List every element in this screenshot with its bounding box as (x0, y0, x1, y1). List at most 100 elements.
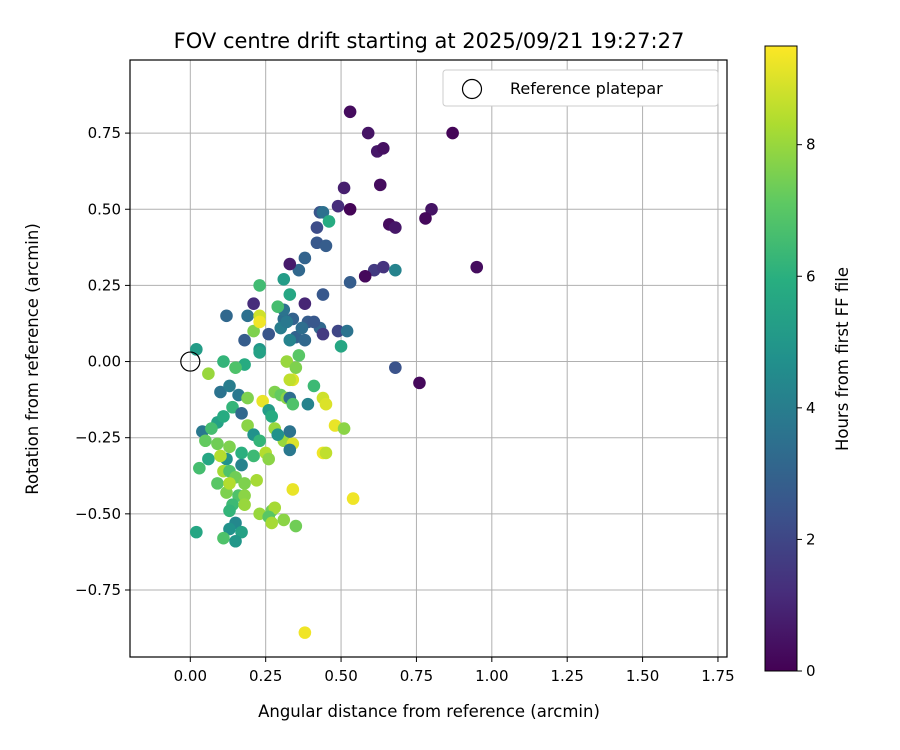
data-point (322, 215, 336, 228)
data-point (298, 297, 312, 310)
data-point (283, 333, 297, 347)
data-point (205, 422, 218, 435)
y-tick-label: 0.75 (88, 124, 121, 142)
data-point (277, 513, 291, 527)
data-point (223, 379, 236, 393)
data-point (310, 221, 324, 234)
legend-entry-reference: Reference platepar (510, 79, 663, 98)
data-point (286, 483, 300, 496)
data-point (346, 492, 360, 505)
colorbar-label: Hours from first FF file (833, 267, 852, 451)
data-point (319, 397, 333, 411)
colorbar-ticks: 0 2 4 6 8 (797, 136, 816, 680)
data-point (262, 452, 275, 466)
data-point (217, 355, 230, 368)
y-tick-label: 0.00 (88, 353, 121, 371)
data-point (298, 251, 312, 265)
data-point (283, 288, 297, 301)
data-point (202, 452, 215, 466)
x-tick-label: 1.00 (475, 667, 508, 685)
legend: Reference platepar (442, 69, 719, 107)
chart-title: FOV centre drift starting at 2025/09/21 … (174, 29, 685, 53)
data-point (235, 458, 248, 472)
data-point (319, 446, 333, 460)
data-point (211, 437, 224, 451)
data-point (217, 410, 230, 423)
data-point (343, 202, 357, 216)
data-point (241, 309, 254, 323)
data-point (271, 300, 285, 314)
data-point (223, 440, 236, 454)
data-points (190, 105, 484, 639)
data-point (425, 202, 438, 216)
data-point (340, 324, 354, 338)
data-point (241, 391, 254, 405)
x-tick-label: 0.50 (324, 667, 357, 685)
reference-platepar-point (180, 351, 201, 372)
data-point (295, 321, 309, 335)
data-point (241, 419, 254, 432)
data-point (235, 525, 248, 539)
data-point (307, 315, 321, 329)
data-point (319, 239, 333, 253)
y-tick-label: 0.50 (88, 200, 121, 218)
data-point (470, 260, 484, 274)
data-point (253, 434, 266, 448)
y-tick-label: −0.25 (75, 429, 121, 447)
data-point (301, 397, 315, 411)
data-point (316, 205, 330, 219)
data-point (223, 477, 236, 490)
colorbar-tick-label: 8 (806, 136, 816, 154)
data-point (214, 449, 227, 463)
data-point (289, 361, 303, 374)
x-tick-label: 0.25 (249, 667, 282, 685)
colorbar-tick-label: 6 (806, 267, 816, 285)
data-point (265, 410, 279, 423)
data-point (214, 385, 227, 399)
data-point (271, 428, 285, 441)
data-point (376, 260, 390, 274)
data-point (337, 422, 351, 435)
data-point (343, 105, 357, 119)
colorbar-tick-label: 0 (806, 662, 816, 680)
data-point (223, 504, 236, 518)
data-point (373, 178, 387, 192)
data-point (223, 522, 236, 536)
data-point (217, 531, 230, 545)
colorbar-gradient (764, 45, 798, 672)
data-point (280, 315, 294, 329)
legend-open-circle-icon (461, 78, 483, 100)
data-point (298, 333, 312, 347)
data-point (247, 297, 260, 310)
data-point (376, 142, 390, 155)
data-point (247, 449, 260, 463)
data-point (262, 327, 275, 341)
data-point (238, 477, 251, 490)
data-point (235, 446, 248, 460)
data-point (220, 309, 233, 323)
data-point (316, 288, 330, 301)
data-point (316, 327, 330, 341)
data-point (193, 461, 206, 475)
data-point (211, 477, 224, 490)
data-point (202, 367, 215, 381)
data-point (253, 315, 266, 329)
data-point (389, 221, 402, 234)
data-point (277, 273, 291, 286)
y-tick-label: −0.50 (75, 505, 121, 523)
colorbar-tick-label: 2 (806, 530, 816, 548)
data-point (307, 379, 321, 393)
data-point (247, 324, 260, 338)
data-point (226, 400, 239, 414)
data-point (283, 425, 297, 438)
data-point (256, 394, 269, 408)
colorbar-tick-label: 4 (806, 399, 816, 417)
y-axis-label: Rotation from reference (arcmin) (23, 223, 42, 495)
data-point (419, 212, 432, 225)
y-axis-ticks: −0.75 −0.50 −0.25 0.00 0.25 0.50 0.75 (75, 124, 130, 599)
data-point (331, 324, 345, 338)
data-point (413, 376, 426, 390)
plot-frame (129, 59, 728, 658)
data-point (358, 269, 372, 283)
data-point (343, 276, 357, 289)
